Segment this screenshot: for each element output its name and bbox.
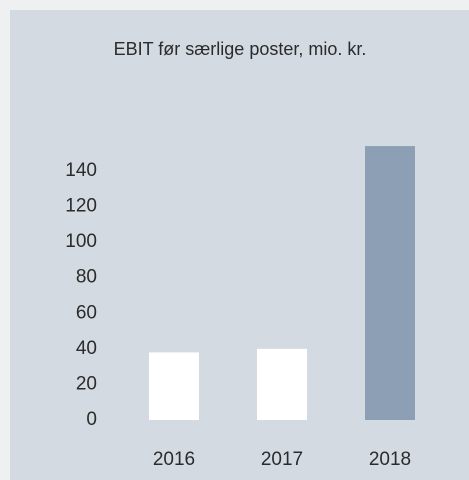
- bar: [365, 146, 415, 420]
- y-tick-label: 120: [65, 196, 97, 217]
- chart-title: EBIT før særlige poster, mio. kr.: [114, 39, 367, 59]
- y-tick-label: 0: [86, 409, 97, 430]
- x-tick-label: 2018: [369, 449, 411, 470]
- x-tick-label: 2017: [261, 449, 303, 470]
- bar: [149, 352, 199, 420]
- y-tick-label: 20: [76, 373, 97, 394]
- y-tick-label: 60: [76, 302, 97, 323]
- y-tick-label: 140: [65, 160, 97, 181]
- y-tick-label: 80: [76, 267, 97, 288]
- x-tick-label: 2016: [153, 449, 195, 470]
- bar: [257, 348, 307, 420]
- y-tick-label: 40: [76, 338, 97, 359]
- y-tick-label: 100: [65, 231, 97, 252]
